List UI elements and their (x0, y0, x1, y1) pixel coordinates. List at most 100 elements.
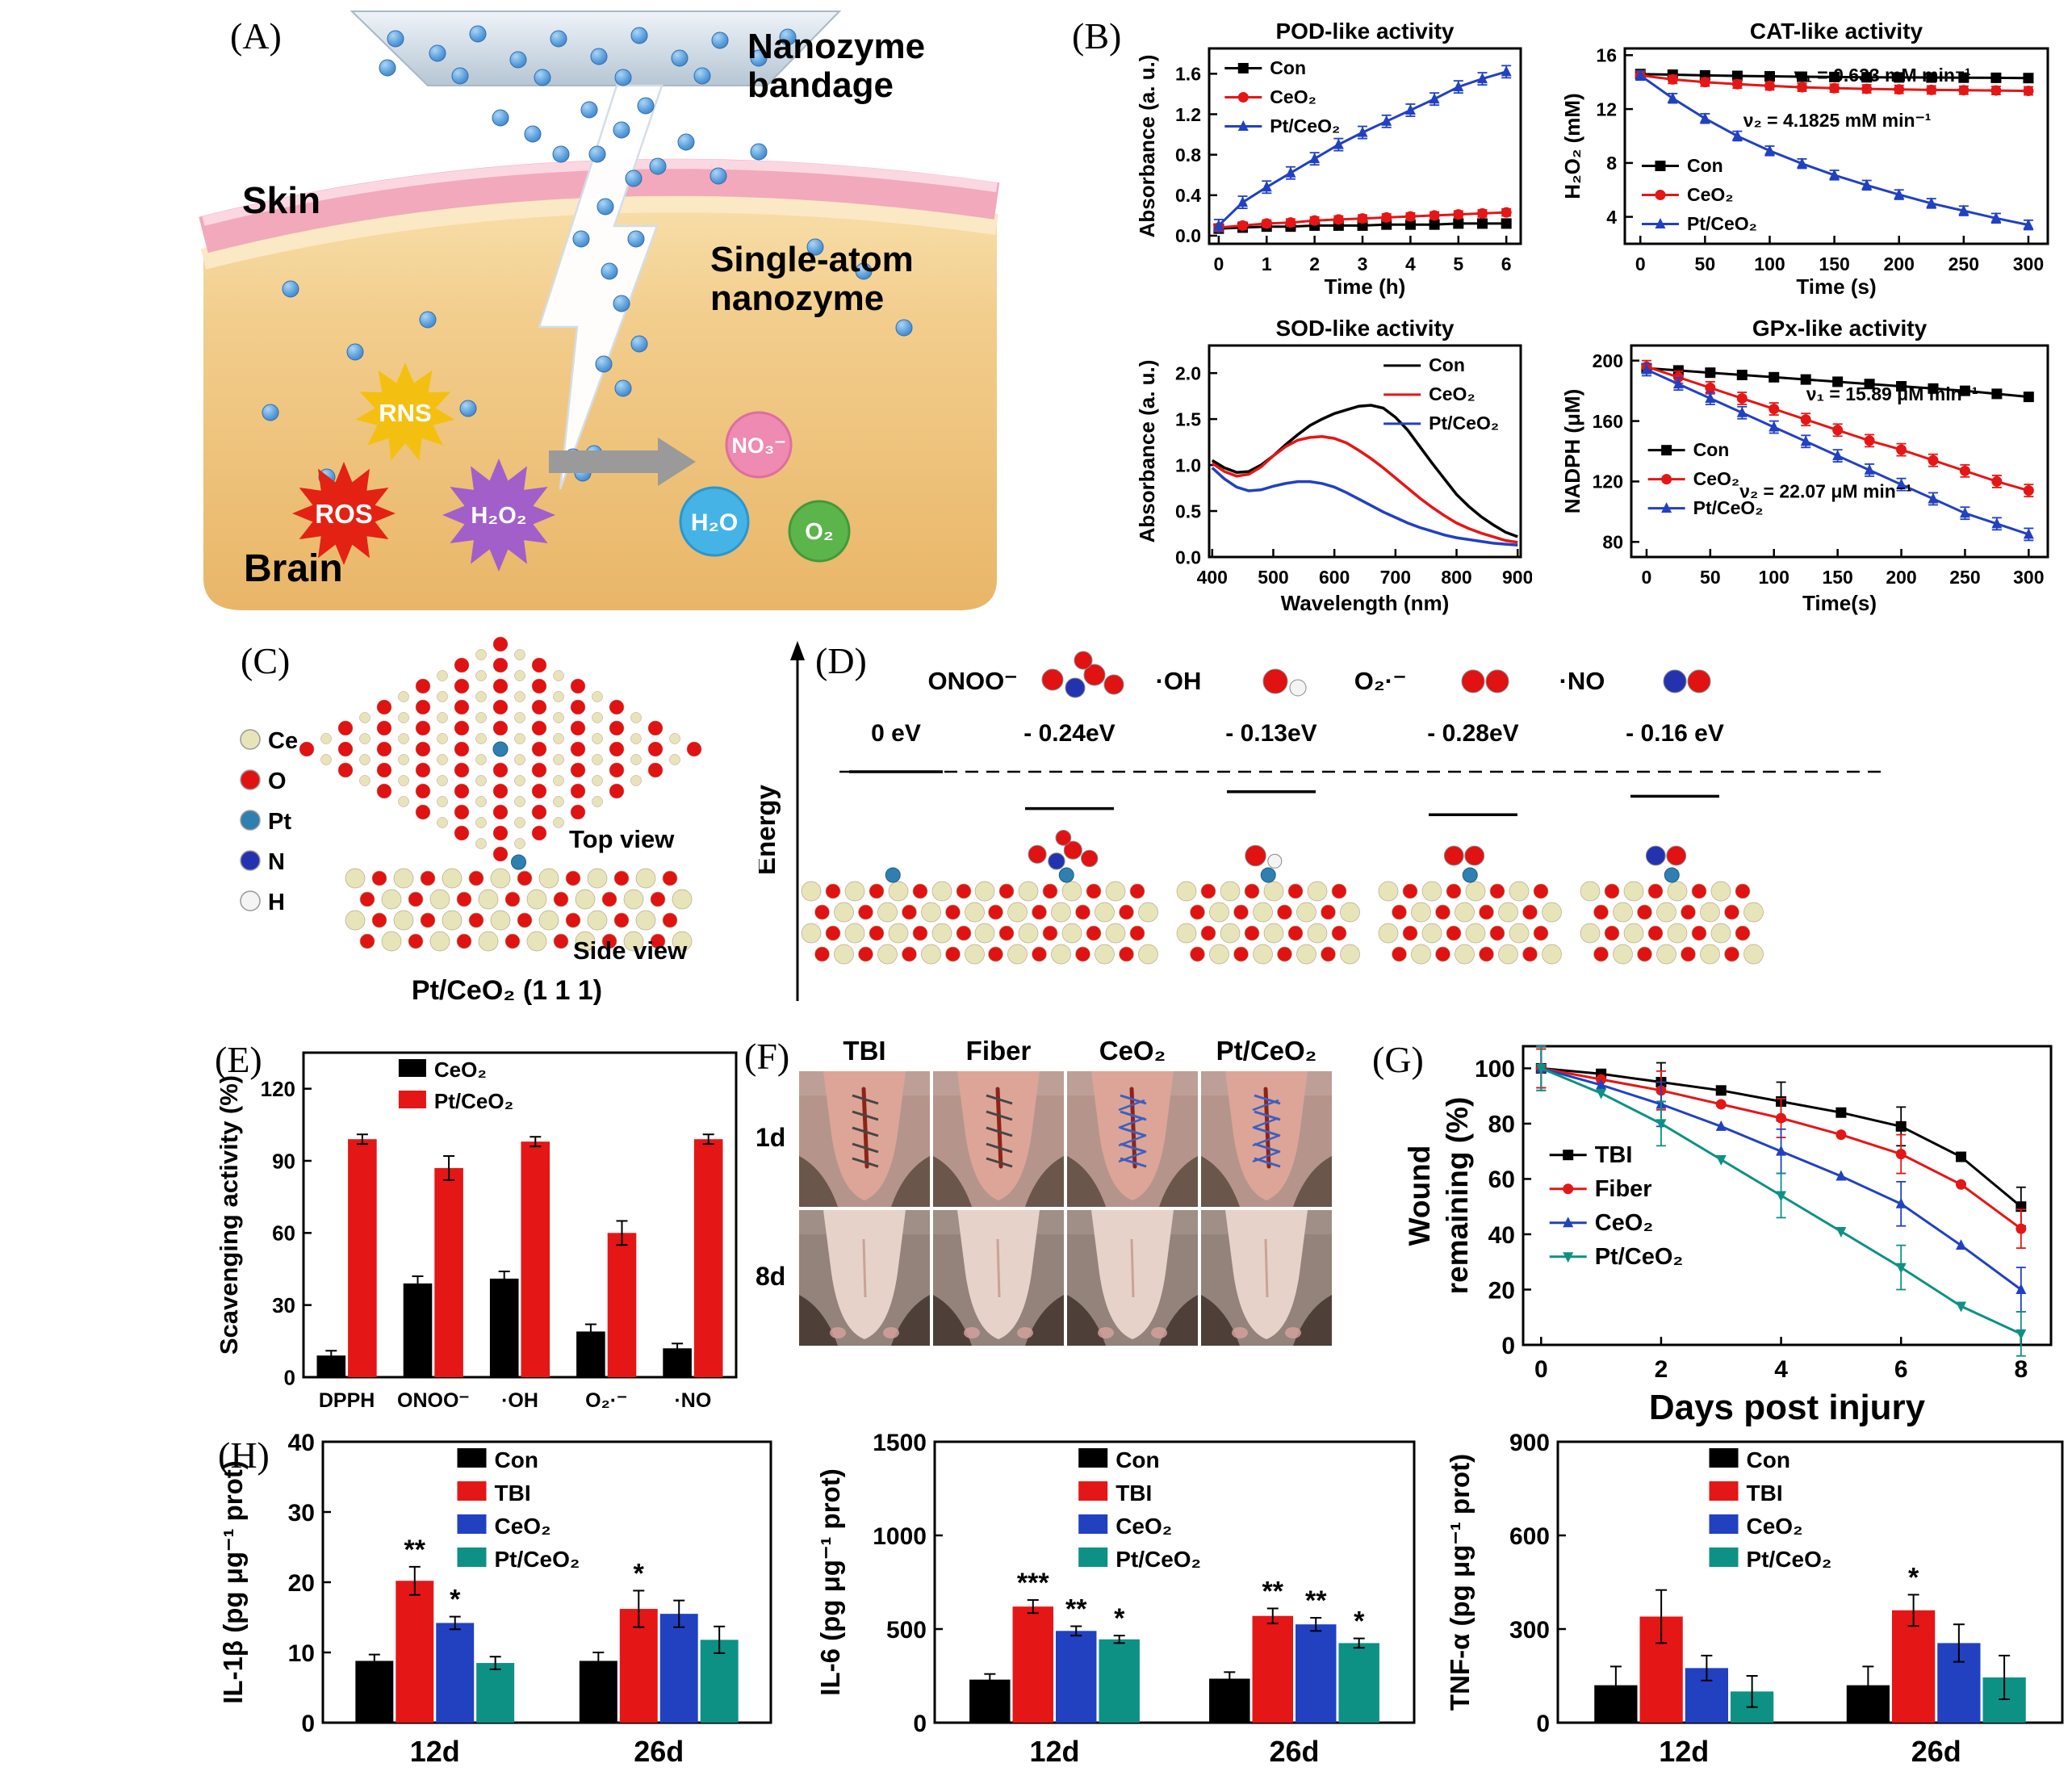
svg-text:CeO₂: CeO₂ (1693, 468, 1740, 489)
svg-text:100: 100 (1754, 253, 1785, 274)
bandage-label-line1: Nanozyme (747, 27, 925, 66)
svg-text:250: 250 (1949, 567, 1980, 588)
wound-photo (799, 1210, 930, 1346)
svg-text:26d: 26d (1269, 1735, 1319, 1768)
side-view-lattice (345, 854, 693, 952)
svg-text:0.4: 0.4 (1175, 185, 1201, 206)
svg-text:160: 160 (1593, 411, 1623, 432)
energy-value-oh: - 0.13eV (1225, 720, 1316, 747)
svg-text:900: 900 (1509, 1430, 1550, 1456)
svg-text:12d: 12d (1659, 1735, 1709, 1768)
svg-text:Time (h): Time (h) (1325, 274, 1406, 299)
svg-text:200: 200 (1886, 567, 1916, 588)
svg-text:400: 400 (1197, 567, 1228, 588)
gpx-activity-chart: 80 120 160 200 GPx-like activity Time(s) NADPH… (1560, 316, 2049, 615)
species-label-no: ·NO (1559, 667, 1605, 695)
svg-text:Pt/CeO₂: Pt/CeO₂ (1747, 1547, 1832, 1572)
no3-bubble (725, 411, 793, 479)
svg-text:remaining (%): remaining (%) (1441, 1097, 1474, 1295)
photo-row-label-1d: 1d (756, 1123, 786, 1152)
svg-text:IL-1β (pg μg⁻¹ prot): IL-1β (pg μg⁻¹ prot) (218, 1460, 248, 1704)
reaction-arrow (549, 438, 696, 486)
wound-photo (1067, 1210, 1198, 1346)
h-atom-swatch (240, 890, 261, 911)
svg-text:Pt/CeO₂: Pt/CeO₂ (1116, 1547, 1201, 1572)
svg-text:0: 0 (284, 1365, 295, 1389)
svg-text:100: 100 (1759, 567, 1789, 588)
svg-text:4: 4 (1774, 1356, 1788, 1383)
svg-text:**: ** (404, 1535, 426, 1565)
n-atom-swatch (240, 850, 261, 871)
panel-a-illustration: Nanozyme bandage Skin Single-atom nanozy… (199, 10, 1000, 610)
svg-text:300: 300 (1509, 1617, 1550, 1644)
svg-text:**: ** (1065, 1594, 1087, 1625)
svg-text:CeO₂: CeO₂ (1270, 86, 1316, 107)
svg-text:1.5: 1.5 (1175, 408, 1201, 429)
svg-text:Con: Con (1116, 1447, 1159, 1472)
svg-text:40: 40 (288, 1430, 315, 1456)
svg-text:50: 50 (1700, 567, 1721, 588)
panel-a-label: (A) (230, 15, 282, 57)
svg-text:Con: Con (495, 1447, 538, 1472)
svg-text:150: 150 (1822, 567, 1852, 588)
svg-text:16: 16 (1596, 45, 1617, 66)
brain-region (203, 199, 997, 610)
sod-activity-chart: 0.0 0.5 1.0 1.5 2.0 SOD-like activity Waveleng… (1135, 316, 1532, 615)
atom-legend: Ce O Pt N H (240, 728, 298, 915)
svg-text:Fiber: Fiber (1595, 1176, 1652, 1202)
svg-text:Pt/CeO₂: Pt/CeO₂ (1429, 413, 1499, 433)
svg-text:0: 0 (1501, 1333, 1515, 1359)
svg-text:H₂O₂ (mM): H₂O₂ (mM) (1560, 93, 1584, 199)
svg-text:Pt/CeO₂: Pt/CeO₂ (1270, 115, 1340, 136)
svg-text:1.0: 1.0 (1175, 454, 1201, 475)
svg-text:0: 0 (1213, 253, 1224, 274)
energy-axis-label: Energy (759, 784, 781, 875)
o2-label: O₂ (805, 519, 833, 545)
single-atom-label-line2: nanozyme (710, 279, 884, 318)
top-view-lattice (299, 636, 702, 862)
panel-g-label: (G) (1372, 1039, 1424, 1080)
svg-text:80: 80 (1602, 532, 1623, 553)
svg-text:CeO₂: CeO₂ (1116, 1514, 1172, 1539)
svg-text:Scavenging activity (%): Scavenging activity (%) (215, 1075, 243, 1355)
species-label-oh: ·OH (1156, 667, 1202, 695)
baseline-energy-label: 0 eV (871, 720, 921, 747)
svg-text:8: 8 (1606, 153, 1617, 174)
svg-text:0.0: 0.0 (1175, 225, 1201, 246)
h-atom-label: H (268, 890, 285, 915)
svg-text:120: 120 (261, 1077, 295, 1101)
svg-text:150: 150 (1819, 253, 1849, 274)
svg-text:100: 100 (1475, 1056, 1515, 1083)
svg-text:90: 90 (272, 1149, 295, 1173)
bandage-label-line2: bandage (747, 65, 894, 105)
svg-text:*: * (634, 1558, 645, 1589)
svg-text:O₂·⁻: O₂·⁻ (585, 1389, 627, 1412)
svg-text:***: *** (1017, 1568, 1049, 1598)
svg-text:800: 800 (1441, 567, 1471, 588)
svg-text:60: 60 (1488, 1166, 1515, 1193)
svg-text:2: 2 (1655, 1356, 1668, 1383)
panel-h-label: (H) (218, 1434, 270, 1476)
svg-text:CAT-like activity: CAT-like activity (1750, 19, 1923, 44)
svg-text:12d: 12d (1029, 1735, 1079, 1768)
panel-b-label: (B) (1072, 15, 1122, 57)
svg-text:*: * (1114, 1603, 1125, 1634)
svg-text:5: 5 (1453, 253, 1463, 274)
svg-text:3: 3 (1358, 253, 1368, 274)
panel-c-label: (C) (241, 640, 291, 681)
svg-text:Time(s): Time(s) (1802, 591, 1877, 615)
svg-text:Con: Con (1693, 439, 1730, 460)
single-atom-label-line1: Single-atom (710, 240, 914, 279)
photo-row-label-8d: 8d (756, 1262, 786, 1291)
burst-stars (292, 362, 555, 572)
svg-text:DPPH: DPPH (319, 1389, 375, 1412)
svg-text:600: 600 (1319, 567, 1350, 588)
svg-text:Days post injury: Days post injury (1649, 1388, 1926, 1427)
svg-text:TNF-α (pg μg⁻¹ prot): TNF-α (pg μg⁻¹ prot) (1445, 1454, 1475, 1711)
svg-text:12d: 12d (410, 1735, 460, 1768)
svg-text:**: ** (1305, 1585, 1327, 1616)
energy-axis-arrowhead (790, 641, 805, 660)
